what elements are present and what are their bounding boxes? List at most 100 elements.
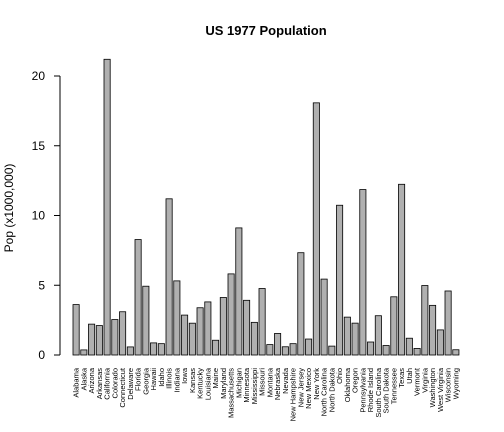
bar [95, 325, 103, 356]
bar [196, 307, 204, 356]
bar [258, 288, 266, 356]
x-tick-label: Louisiana [203, 367, 212, 400]
bar [235, 227, 243, 356]
x-tick-label: Idaho [157, 368, 166, 387]
bar [398, 183, 406, 356]
x-tick-label: Wyoming [451, 368, 460, 399]
bar [367, 341, 375, 356]
bar [150, 342, 158, 356]
bar [452, 349, 460, 356]
bar [134, 239, 142, 356]
y-tick-label: 0 [38, 348, 45, 362]
x-tick-label: Georgia [141, 367, 150, 395]
bar [343, 316, 351, 356]
bar [289, 343, 297, 356]
x-tick-label: Indiana [172, 367, 181, 392]
x-tick-label: Iowa [180, 367, 189, 384]
y-tick-label: 10 [32, 209, 46, 223]
x-tick-label: Ohio [335, 368, 344, 384]
bar [297, 252, 305, 356]
bar [421, 285, 429, 356]
bar [328, 345, 336, 356]
x-tick-label: Wisconsin [444, 368, 453, 402]
x-tick-label: Maryland [219, 368, 228, 399]
bar [227, 273, 235, 356]
x-tick-label: Vermont [413, 367, 422, 396]
x-tick-label: Utah [405, 368, 414, 384]
x-tick-label: Florida [134, 367, 143, 391]
x-tick-label: Missouri [258, 368, 267, 396]
bar [405, 337, 413, 356]
bar [126, 346, 134, 356]
x-tick-label: Tennessee [389, 368, 398, 404]
bar [119, 311, 127, 356]
y-tick-label: 5 [38, 278, 45, 292]
x-tick-label: Montana [265, 367, 274, 397]
x-tick-label: Arkansas [95, 368, 104, 400]
bar [111, 319, 119, 356]
bar [173, 280, 181, 356]
bar [429, 304, 437, 356]
bar [374, 315, 382, 356]
x-tick-label: Oregon [351, 368, 360, 393]
x-tick-label: Colorado [110, 368, 119, 398]
bar [219, 297, 227, 356]
x-tick-label: Nevada [281, 367, 290, 394]
bar [382, 345, 390, 356]
bar [359, 189, 367, 356]
x-tick-label: New York [312, 368, 321, 400]
bar [165, 198, 173, 356]
x-tick-label: Connecticut [118, 367, 127, 408]
bar [72, 304, 80, 356]
x-tick-label: Virginia [420, 367, 429, 393]
x-tick-label: Massachusetts [227, 368, 236, 418]
bar [142, 285, 150, 356]
x-tick-label: North Carolina [320, 367, 329, 416]
x-tick-label: New Jersey [296, 368, 305, 407]
y-tick-label: 20 [32, 69, 46, 83]
x-tick-label: West Virginia [436, 367, 445, 412]
y-axis-label: Pop (x1000,000) [2, 164, 16, 253]
bar [336, 204, 344, 356]
bar [212, 339, 220, 356]
x-tick-label: Illinois [165, 368, 174, 389]
x-tick-label: Nebraska [273, 367, 282, 400]
bar [436, 329, 444, 356]
x-tick-label: South Dakota [382, 367, 391, 413]
x-tick-label: Texas [397, 368, 406, 388]
bar [413, 348, 421, 356]
bar [80, 349, 88, 356]
bar [281, 346, 289, 356]
x-tick-label: Alabama [72, 367, 81, 397]
bar [390, 296, 398, 356]
x-tick-label: South Carolina [374, 367, 383, 417]
bar [305, 338, 313, 356]
bar [204, 301, 212, 356]
x-tick-label: New Mexico [304, 368, 313, 409]
x-tick-label: Arizona [87, 367, 96, 393]
bar [351, 322, 359, 356]
x-tick-label: Kentucky [196, 368, 205, 399]
x-tick-label: North Dakota [327, 367, 336, 412]
x-tick-label: Hawaii [149, 368, 158, 391]
y-axis: 0 5 10 15 20 [32, 69, 61, 362]
chart-title: US 1977 Population [205, 23, 326, 38]
x-tick-label: Kansas [188, 368, 197, 393]
x-tick-label: Alaska [79, 367, 88, 390]
bar [103, 58, 111, 356]
x-tick-label: Maine [211, 368, 220, 388]
x-tick-label: New Hampshire [289, 368, 298, 421]
bar [243, 299, 251, 356]
bars-group [72, 58, 460, 356]
bar [250, 321, 258, 356]
category-labels: AlabamaAlaskaArizonaArkansasCaliforniaCo… [72, 367, 461, 421]
x-tick-label: Rhode Island [366, 368, 375, 412]
x-tick-label: Michigan [234, 368, 243, 398]
y-tick-label: 15 [32, 139, 46, 153]
bar [88, 323, 96, 356]
bar [266, 344, 274, 356]
bar [188, 322, 196, 356]
x-tick-label: Delaware [126, 368, 135, 400]
x-tick-label: Mississippi [250, 368, 259, 405]
